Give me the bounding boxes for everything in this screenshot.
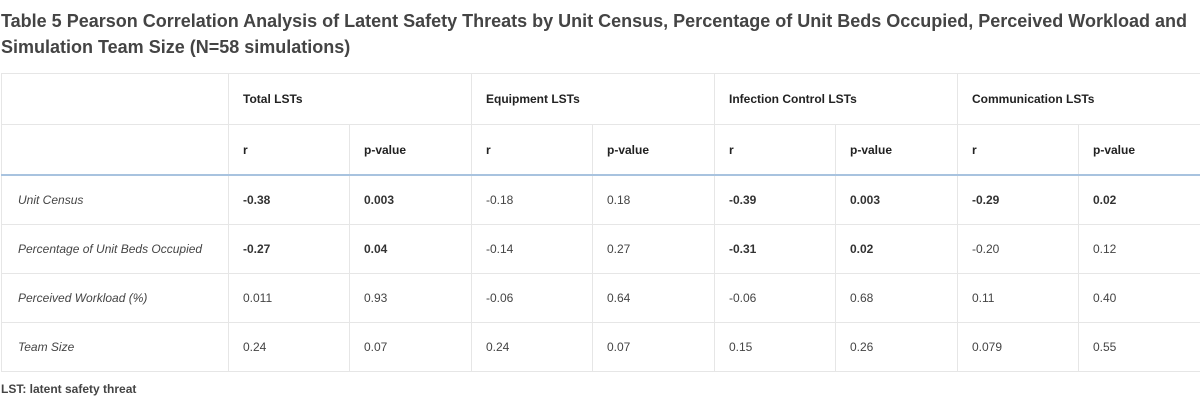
p-value-cell: 0.93 — [349, 273, 472, 323]
row-label: Perceived Workload (%) — [1, 273, 229, 323]
p-value-cell: 0.02 — [1077, 174, 1200, 225]
p-value-cell: 0.003 — [835, 174, 958, 225]
column-subheader: r — [471, 124, 593, 176]
p-value-cell: 0.07 — [592, 322, 715, 372]
table-row: Unit Census -0.38 0.003 -0.18 0.18 -0.39 0.003… — [1, 174, 1200, 225]
row-label: Unit Census — [1, 174, 229, 225]
header-empty-cell — [1, 73, 229, 125]
r-value-cell: 0.011 — [228, 273, 350, 323]
r-value-cell: -0.38 — [228, 174, 350, 225]
column-subheader-row: r p-value r p-value r p-value r p-value — [1, 124, 1200, 176]
table-body: Unit Census -0.38 0.003 -0.18 0.18 -0.39 0.003… — [1, 174, 1200, 372]
p-value-cell: 0.64 — [592, 273, 715, 323]
r-value-cell: 0.24 — [471, 322, 593, 372]
column-subheader: p-value — [835, 124, 958, 176]
column-subheader: r — [714, 124, 836, 176]
table-row: Perceived Workload (%) 0.011 0.93 -0.06 0.64… — [1, 273, 1200, 323]
p-value-cell: 0.40 — [1077, 273, 1200, 323]
r-value-cell: -0.06 — [471, 273, 593, 323]
table-row: Team Size 0.24 0.07 0.24 0.07 0.15 0.26 0.079 0.… — [1, 322, 1200, 372]
p-value-cell: 0.003 — [349, 174, 472, 225]
r-value-cell: -0.39 — [714, 174, 836, 225]
p-value-cell: 0.07 — [349, 322, 472, 372]
r-value-cell: -0.31 — [714, 224, 836, 274]
r-value-cell: -0.14 — [471, 224, 593, 274]
table-row: Percentage of Unit Beds Occupied -0.27 0.0… — [1, 224, 1200, 274]
column-subheader: p-value — [592, 124, 715, 176]
p-value-cell: 0.55 — [1077, 322, 1200, 372]
table-footnote: LST: latent safety threat — [1, 382, 137, 396]
r-value-cell: -0.18 — [471, 174, 593, 225]
r-value-cell: -0.20 — [957, 224, 1079, 274]
correlation-table: Total LSTs Equipment LSTs Infection Cont… — [1, 73, 1200, 372]
column-subheader: r — [957, 124, 1079, 176]
r-value-cell: -0.29 — [957, 174, 1079, 225]
table-title: Table 5 Pearson Correlation Analysis of … — [1, 11, 1187, 57]
r-value-cell: 0.24 — [228, 322, 350, 372]
column-subheader: p-value — [1077, 124, 1200, 176]
column-group-header: Equipment LSTs — [471, 73, 715, 125]
row-label: Team Size — [1, 322, 229, 372]
r-value-cell: 0.15 — [714, 322, 836, 372]
p-value-cell: 0.18 — [592, 174, 715, 225]
column-subheader: p-value — [349, 124, 472, 176]
p-value-cell: 0.04 — [349, 224, 472, 274]
p-value-cell: 0.27 — [592, 224, 715, 274]
column-group-header-row: Total LSTs Equipment LSTs Infection Cont… — [1, 73, 1200, 125]
p-value-cell: 0.02 — [835, 224, 958, 274]
column-subheader: r — [228, 124, 350, 176]
column-group-header: Infection Control LSTs — [714, 73, 958, 125]
p-value-cell: 0.26 — [835, 322, 958, 372]
r-value-cell: -0.27 — [228, 224, 350, 274]
p-value-cell: 0.68 — [835, 273, 958, 323]
r-value-cell: 0.079 — [957, 322, 1079, 372]
header-empty-cell — [1, 124, 229, 176]
row-label: Percentage of Unit Beds Occupied — [1, 224, 229, 274]
r-value-cell: -0.06 — [714, 273, 836, 323]
column-group-header: Total LSTs — [228, 73, 472, 125]
r-value-cell: 0.11 — [957, 273, 1079, 323]
p-value-cell: 0.12 — [1077, 224, 1200, 274]
column-group-header: Communication LSTs — [956, 73, 1200, 125]
